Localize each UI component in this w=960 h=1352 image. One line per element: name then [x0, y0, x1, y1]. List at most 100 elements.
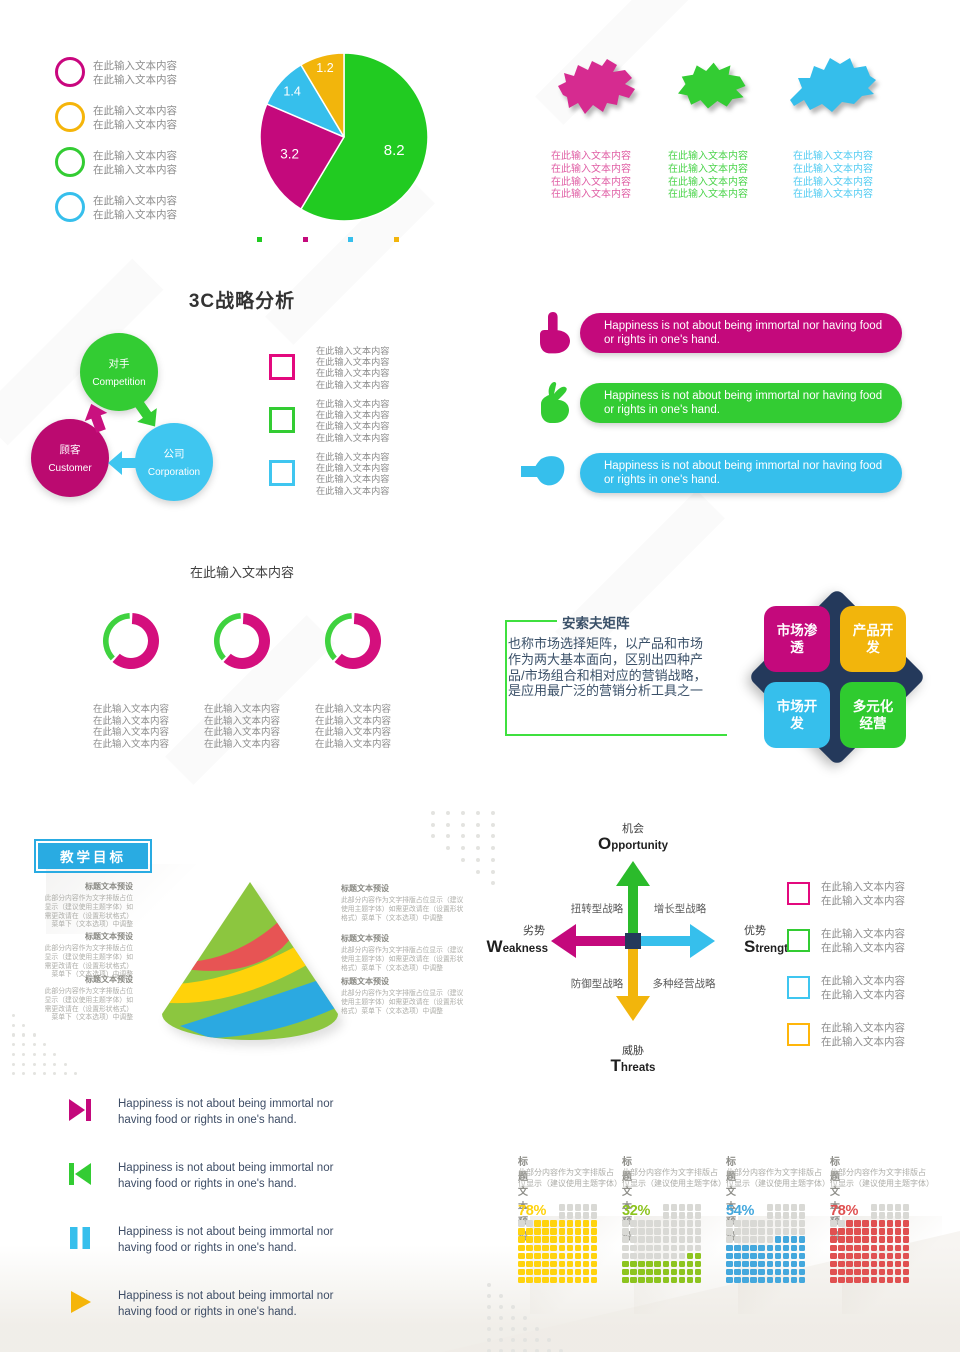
- waffle-cell: [750, 1236, 757, 1243]
- pie-mini-legend-swatch: [393, 237, 399, 242]
- waffle-cell: [742, 1276, 749, 1284]
- media-text: Happiness is not about being immortal no…: [118, 1226, 334, 1254]
- waffle-cell: [878, 1268, 886, 1276]
- waffle-cell: [526, 1276, 533, 1284]
- decor-dot: [461, 857, 465, 862]
- waffle-cell: [678, 1236, 686, 1243]
- waffle-cell: [518, 1276, 525, 1284]
- waffle-cell: [774, 1276, 782, 1284]
- donut-arc-major: [223, 613, 270, 669]
- decor-dot: [476, 834, 480, 839]
- checklist-line: 在此输入文本内容: [821, 928, 905, 940]
- decor-dot: [511, 1338, 515, 1342]
- waffle-cell: [766, 1260, 774, 1268]
- waffle-cell: [862, 1228, 869, 1235]
- waffle-cell: [518, 1220, 525, 1227]
- decor-dot: [63, 1062, 67, 1066]
- waffle-cell: [782, 1244, 790, 1252]
- waffle-cell: [670, 1228, 678, 1235]
- swot-bottom-label-en: Threats: [610, 1056, 656, 1075]
- waffle-cell: [846, 1244, 853, 1252]
- map-green-icon: [678, 62, 746, 109]
- teaching-block-body: 此部分内容作为文字排版占位显示（建议使用主题字体）如需更改请在（设置形状格式）菜…: [341, 947, 464, 972]
- waffle-cell: [726, 1220, 733, 1227]
- swot-right-label-zh: 优势: [744, 925, 766, 937]
- waffle-cell: [526, 1228, 533, 1235]
- checkbox-group-line: 在此输入文本内容: [316, 463, 390, 474]
- c3-circle-competition: 对手 Competition: [80, 333, 158, 411]
- pie-mini-legend-swatch: [257, 237, 262, 242]
- waffle-cell: [638, 1236, 645, 1243]
- decor-dot: [499, 1305, 503, 1309]
- cone-band-yellow: [162, 944, 312, 1004]
- map-caption-line: 在此输入文本内容: [668, 151, 748, 162]
- ansoff-quadrant: 多元化经营: [840, 682, 906, 748]
- legend-ring-icon: [55, 102, 85, 132]
- map-caption-line: 在此输入文本内容: [668, 176, 748, 188]
- waffle-cell: [526, 1260, 533, 1268]
- waffle-cell: [638, 1268, 645, 1276]
- waffle-cell: [574, 1268, 582, 1276]
- waffle-cell: [838, 1228, 845, 1235]
- checkbox-icon: [787, 976, 810, 999]
- decor-dot: [491, 857, 495, 862]
- donut-arc-minor: [103, 613, 130, 661]
- waffle-cell: [854, 1260, 861, 1268]
- waffle-cell: [670, 1212, 678, 1219]
- waffle-cell: [630, 1276, 637, 1284]
- donut-arc-major: [112, 613, 159, 669]
- waffle-cell: [838, 1236, 845, 1243]
- waffle-cell: [574, 1252, 582, 1260]
- donut-caption-line: 在此输入文本内容: [92, 715, 169, 727]
- waffle-cell: [886, 1276, 894, 1284]
- waffle-cell: [678, 1220, 686, 1227]
- decor-dot: [523, 1338, 527, 1342]
- waffle-cell: [534, 1276, 541, 1284]
- waffle-subtext: 此部分内容作为文字排版占位显示（建议使用主题字体）: [622, 1168, 726, 1188]
- waffle-cell: [582, 1228, 590, 1235]
- waffle-cell: [686, 1204, 694, 1211]
- arrow-down-right-icon: [134, 399, 157, 427]
- donut-caption-line: 在此输入文本内容: [314, 739, 391, 751]
- waffle-cell: [894, 1252, 902, 1260]
- swot-arrows-svg: [551, 861, 715, 1021]
- waffle-cell: [638, 1228, 645, 1235]
- waffle-cell: [798, 1204, 806, 1211]
- donut-caption-line: 在此输入文本内容: [92, 704, 169, 715]
- waffle-cell: [862, 1236, 869, 1243]
- teaching-block-title: 标题文本预设: [341, 884, 389, 893]
- legend-item-label: 在此输入文本内容: [93, 73, 177, 86]
- map-caption-line: 在此输入文本内容: [551, 176, 631, 188]
- map-pink: [558, 59, 635, 114]
- waffle-cell: [542, 1244, 549, 1252]
- waffle-cell: [670, 1236, 678, 1243]
- waffle-cell: [550, 1220, 557, 1227]
- waffle-cell: [534, 1236, 541, 1243]
- arrow-left-icon: [108, 451, 137, 475]
- waffle-cell: [766, 1244, 774, 1252]
- waffle-cell: [590, 1268, 598, 1276]
- waffle-cell: [870, 1212, 878, 1219]
- decor-dot: [535, 1349, 539, 1352]
- waffle-cell: [590, 1260, 598, 1268]
- waffle-cell: [582, 1244, 590, 1252]
- waffle-cell: [550, 1268, 557, 1276]
- waffle-cell: [790, 1204, 798, 1211]
- c3-circle-label-zh: 顾客: [59, 444, 81, 456]
- waffle-cell: [838, 1252, 845, 1260]
- decor-dot: [523, 1316, 527, 1320]
- waffle-cell: [870, 1268, 878, 1276]
- checkbox-group-line: 在此输入文本内容: [316, 346, 390, 356]
- waffle-cell: [646, 1244, 653, 1252]
- decor-dot: [487, 1283, 491, 1287]
- media-text: Happiness is not about being immortal no…: [118, 1098, 334, 1126]
- waffle-cell: [782, 1276, 790, 1284]
- waffle-cell: [830, 1276, 837, 1284]
- swot-bottom-label-zh: 威胁: [622, 1045, 644, 1057]
- waffle-cell: [646, 1276, 653, 1284]
- c3-circle-customer: 顾客 Customer: [31, 419, 109, 497]
- teaching-banner-outline: [34, 839, 152, 873]
- waffle-cell: [726, 1260, 733, 1268]
- waffle-cell: [550, 1260, 557, 1268]
- decor-dot: [32, 1072, 36, 1076]
